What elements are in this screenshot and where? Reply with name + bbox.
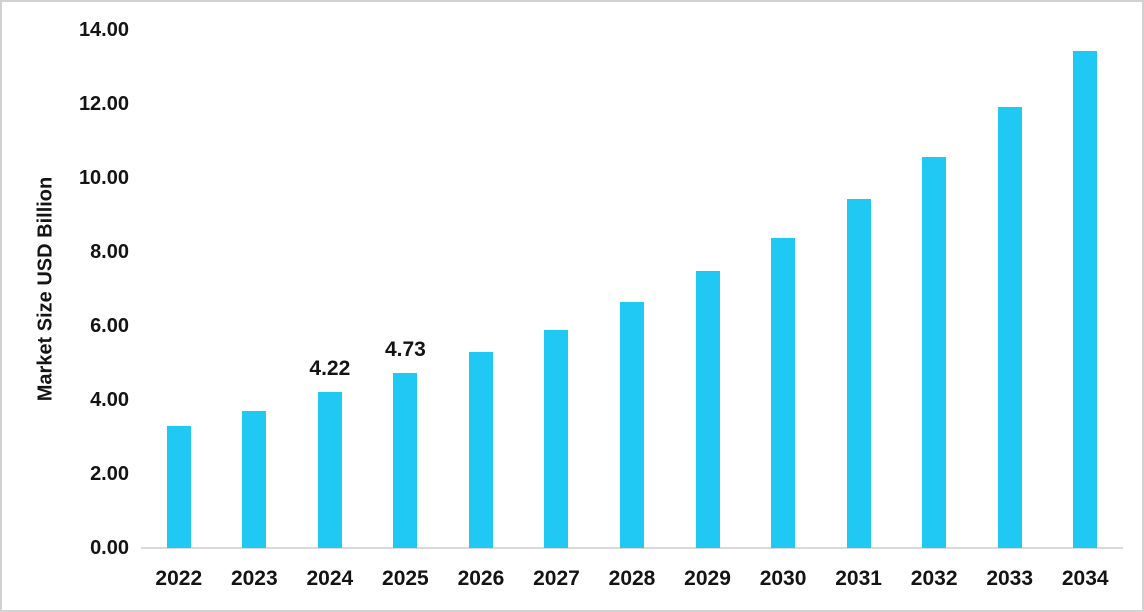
bar-2031 (846, 199, 871, 548)
x-axis-line (141, 547, 1123, 549)
bar-2027 (544, 329, 569, 548)
bar-2026 (468, 351, 493, 548)
x-tick-label-2033: 2033 (986, 567, 1034, 590)
x-tick-label-2027: 2027 (533, 567, 580, 590)
bar-2028 (620, 301, 644, 548)
plot-area: 4.22 4.73 (141, 30, 1123, 549)
y-tick-label-0.00: 0.00 (90, 537, 129, 559)
x-tick-label-2029: 2029 (684, 567, 731, 590)
x-tick-label-2032: 2032 (910, 567, 958, 590)
y-axis-title: Market Size USD Billion (34, 176, 57, 402)
bar-2033 (997, 107, 1022, 548)
bar-2025 (393, 373, 418, 548)
y-tick-label-8.00: 8.00 (90, 241, 129, 263)
bar-2023 (242, 410, 267, 548)
y-tick-label-14.00: 14.00 (78, 19, 129, 41)
x-tick-label-2022: 2022 (155, 567, 203, 590)
bar-value-label-2025: 4.73 (384, 338, 426, 361)
y-tick-label-12.00: 12.00 (78, 93, 129, 115)
y-tick-label-2.00: 2.00 (90, 463, 129, 485)
x-tick-label-2034: 2034 (1061, 567, 1109, 590)
x-tick-label-2025: 2025 (382, 567, 429, 590)
bar-2024 (317, 391, 342, 548)
y-tick-label-4.00: 4.00 (90, 389, 129, 411)
bar-2034 (1073, 51, 1098, 548)
x-tick-label-2031: 2031 (835, 567, 882, 590)
bar-2032 (922, 156, 947, 548)
x-tick-label-2028: 2028 (608, 567, 656, 590)
x-tick-label-2023: 2023 (230, 567, 278, 590)
bar-2030 (771, 237, 796, 548)
x-tick-label-2030: 2030 (759, 567, 807, 590)
y-tick-label-6.00: 6.00 (90, 315, 129, 337)
bar-2029 (695, 271, 720, 548)
bar-value-label-2024: 4.22 (309, 356, 351, 380)
y-tick-label-10.00: 10.00 (78, 167, 129, 189)
x-tick-label-2026: 2026 (457, 567, 505, 590)
x-tick-label-2024: 2024 (306, 567, 354, 590)
bar-2022 (166, 425, 191, 548)
